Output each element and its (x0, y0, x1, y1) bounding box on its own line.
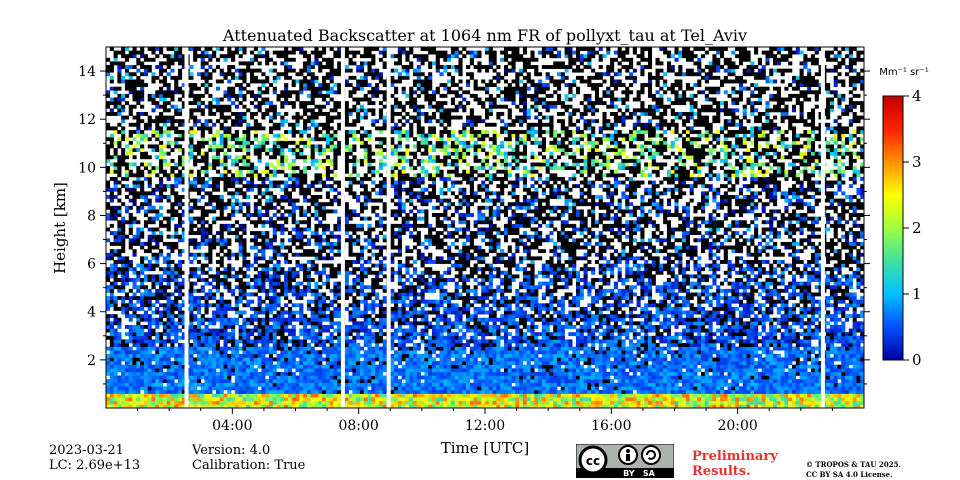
colorbar-tick-label: 2 (912, 219, 922, 237)
heatmap-cells (106, 47, 865, 409)
colorbar-tick-label: 3 (912, 153, 922, 171)
x-tick-label: 16:00 (591, 418, 631, 434)
y-tick-label: 14 (78, 64, 96, 80)
colorbar-gradient (882, 95, 904, 361)
copyright-line-2: CC BY SA 4.0 License. (806, 470, 893, 479)
lidar-constant-label: LC: 2.69e+13 (49, 458, 141, 473)
colorbar: 0 1 2 3 4 Mm⁻¹ sr⁻¹ (879, 67, 928, 369)
y-axis-label: Height [km] (51, 182, 69, 274)
x-axis: 04:00 08:00 12:00 16:00 20:00 (137, 408, 833, 434)
preliminary-line-1: Preliminary (692, 449, 778, 464)
data-gap (340, 47, 345, 408)
y-tick-label: 6 (87, 257, 96, 273)
colorbar-tick-label: 0 (912, 351, 922, 369)
date-label: 2023-03-21 (49, 443, 124, 458)
cc-by-sa-badge: cc BY SA (576, 444, 674, 478)
copyright-line-1: © TROPOS & TAU 2025. (806, 460, 901, 469)
x-axis-label: Time [UTC] (441, 439, 530, 457)
data-gap (184, 47, 189, 408)
plot-area (105, 46, 865, 409)
data-gap (820, 47, 825, 408)
calibration-label: Calibration: True (192, 458, 306, 473)
y-tick-label: 2 (87, 353, 96, 369)
y-tick-label: 10 (78, 160, 96, 176)
version-label: Version: 4.0 (192, 443, 271, 458)
preliminary-results-notice: Preliminary Results. (692, 449, 778, 479)
chart-title: Attenuated Backscatter at 1064 nm FR of … (222, 26, 747, 45)
x-tick-label: 08:00 (338, 418, 378, 434)
license-badge-text: BY SA (623, 469, 656, 478)
cc-icon (578, 445, 608, 475)
y-tick-label: 12 (78, 112, 96, 128)
y-tick-label: 4 (87, 305, 96, 321)
data-gap (386, 47, 391, 408)
y-tick-label: 8 (87, 208, 96, 224)
colorbar-ticks: 0 1 2 3 4 (903, 87, 922, 369)
sa-share-alike-icon (641, 445, 661, 465)
data-gaps (184, 47, 825, 408)
x-tick-label: 20:00 (717, 418, 757, 434)
x-tick-label: 04:00 (212, 418, 252, 434)
x-tick-label: 12:00 (465, 418, 505, 434)
colorbar-unit-label: Mm⁻¹ sr⁻¹ (879, 67, 928, 78)
preliminary-line-2: Results. (692, 464, 751, 479)
y-axis: 2 4 6 8 10 12 14 (78, 64, 870, 385)
copyright-notice: © TROPOS & TAU 2025. CC BY SA 4.0 Licens… (806, 460, 901, 480)
colorbar-tick-label: 1 (912, 285, 922, 303)
colorbar-tick-label: 4 (912, 87, 922, 105)
